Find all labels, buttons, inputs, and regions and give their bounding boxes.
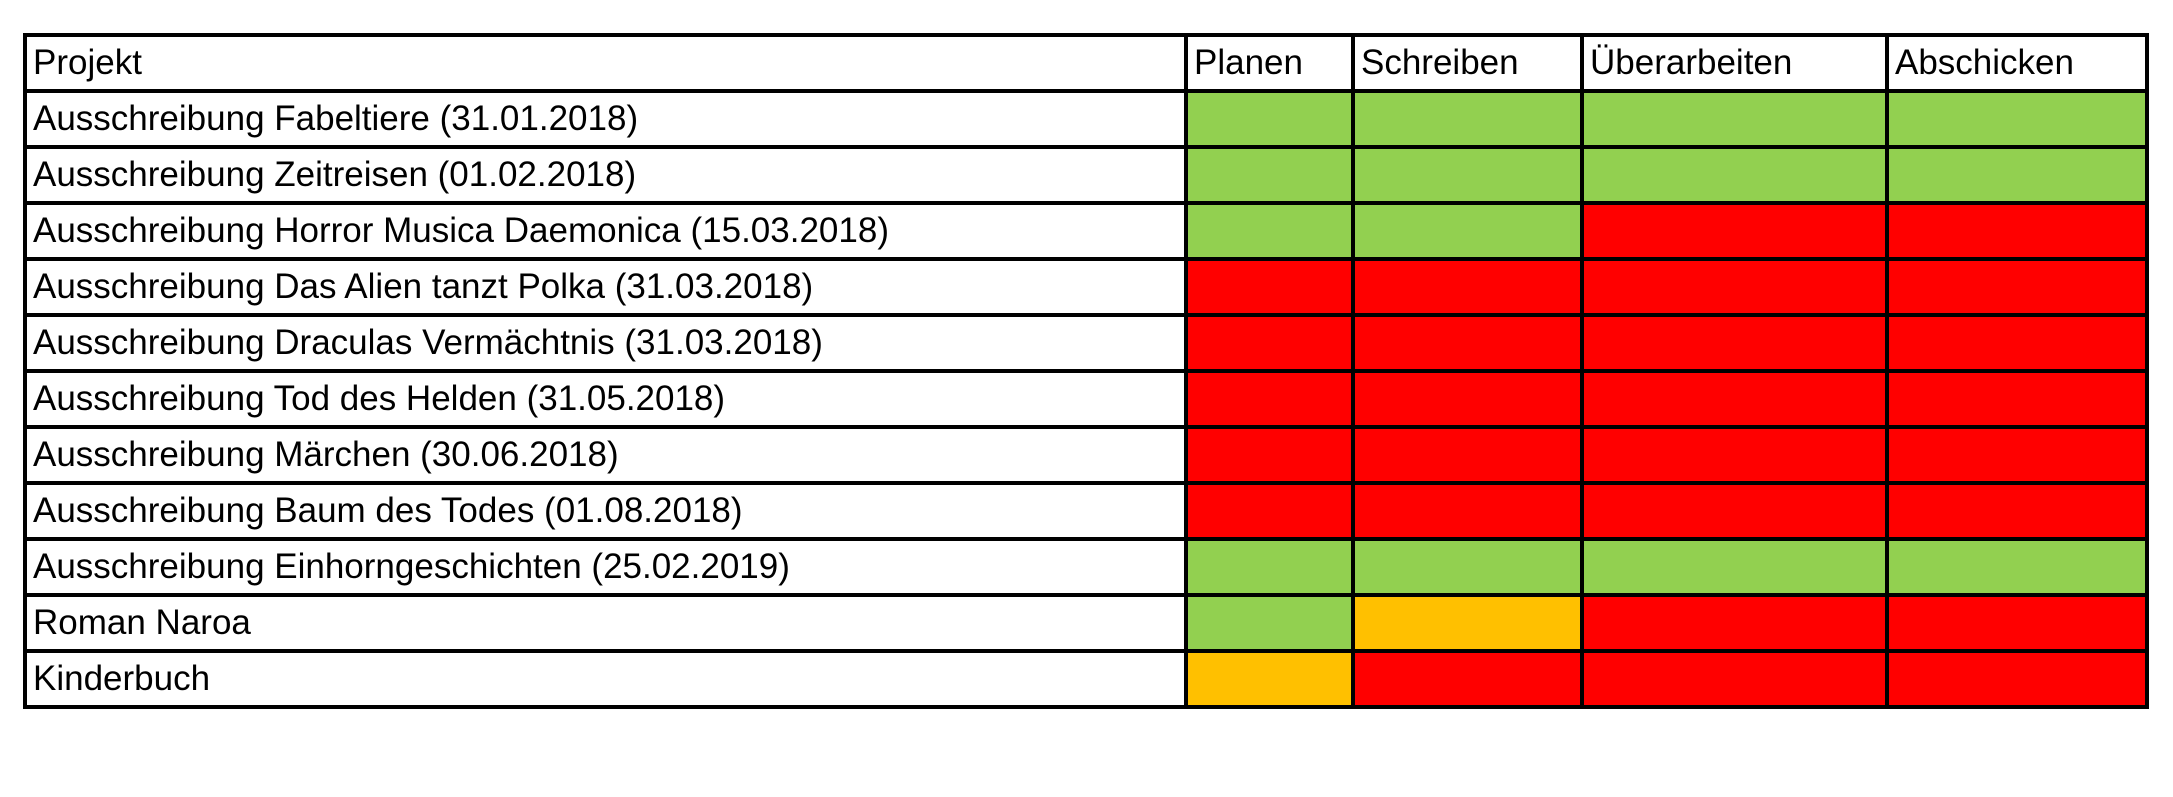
status-cell-green [1351,201,1584,261]
status-cell-green [1351,537,1584,597]
status-cell-red [1184,257,1355,317]
header-planen: Planen [1184,33,1355,93]
project-name: Kinderbuch [23,649,1188,709]
project-name: Ausschreibung Das Alien tanzt Polka (31.… [23,257,1188,317]
project-name: Ausschreibung Fabeltiere (31.01.2018) [23,89,1188,149]
project-name: Ausschreibung Märchen (30.06.2018) [23,425,1188,485]
status-cell-red [1885,201,2149,261]
status-cell-green [1580,537,1889,597]
status-cell-red [1885,425,2149,485]
status-cell-green [1184,593,1355,653]
table-row: Ausschreibung Das Alien tanzt Polka (31.… [23,257,2149,317]
status-cell-red [1885,481,2149,541]
status-cell-green [1184,89,1355,149]
status-cell-red [1580,313,1889,373]
table-row: Ausschreibung Märchen (30.06.2018) [23,425,2149,485]
status-cell-red [1885,313,2149,373]
status-cell-red [1580,201,1889,261]
project-name: Ausschreibung Zeitreisen (01.02.2018) [23,145,1188,205]
project-name: Ausschreibung Tod des Helden (31.05.2018… [23,369,1188,429]
status-cell-red [1580,649,1889,709]
table-row: Ausschreibung Horror Musica Daemonica (1… [23,201,2149,261]
status-cell-green [1885,89,2149,149]
status-cell-red [1885,257,2149,317]
status-cell-red [1351,369,1584,429]
status-cell-red [1580,425,1889,485]
table-row: Ausschreibung Tod des Helden (31.05.2018… [23,369,2149,429]
status-cell-red [1580,369,1889,429]
status-cell-orange [1184,649,1355,709]
status-cell-red [1351,649,1584,709]
status-cell-red [1184,481,1355,541]
status-cell-red [1351,425,1584,485]
project-name: Ausschreibung Baum des Todes (01.08.2018… [23,481,1188,541]
status-cell-green [1184,201,1355,261]
status-cell-red [1184,313,1355,373]
project-name: Ausschreibung Draculas Vermächtnis (31.0… [23,313,1188,373]
header-ueberarbeiten: Überarbeiten [1580,33,1889,93]
status-cell-green [1184,537,1355,597]
header-abschicken: Abschicken [1885,33,2149,93]
table-row: Kinderbuch [23,649,2149,709]
status-cell-green [1580,89,1889,149]
status-cell-red [1580,593,1889,653]
header-schreiben: Schreiben [1351,33,1584,93]
table-row: Ausschreibung Fabeltiere (31.01.2018) [23,89,2149,149]
status-cell-red [1184,369,1355,429]
table-row: Ausschreibung Zeitreisen (01.02.2018) [23,145,2149,205]
status-cell-red [1351,257,1584,317]
status-cell-red [1351,313,1584,373]
status-cell-green [1885,537,2149,597]
project-name: Roman Naroa [23,593,1188,653]
status-cell-green [1184,145,1355,205]
table-row: Ausschreibung Baum des Todes (01.08.2018… [23,481,2149,541]
status-cell-red [1184,425,1355,485]
table-row: Roman Naroa [23,593,2149,653]
status-cell-green [1580,145,1889,205]
status-cell-red [1885,369,2149,429]
project-status-table: Projekt Planen Schreiben Überarbeiten Ab… [23,33,2149,709]
status-cell-red [1885,593,2149,653]
table-row: Ausschreibung Einhorngeschichten (25.02.… [23,537,2149,597]
status-cell-red [1885,649,2149,709]
status-cell-green [1351,89,1584,149]
status-cell-green [1351,145,1584,205]
status-cell-red [1351,481,1584,541]
status-cell-orange [1351,593,1584,653]
header-row: Projekt Planen Schreiben Überarbeiten Ab… [23,33,2149,93]
project-name: Ausschreibung Einhorngeschichten (25.02.… [23,537,1188,597]
project-name: Ausschreibung Horror Musica Daemonica (1… [23,201,1188,261]
status-cell-red [1580,257,1889,317]
status-cell-red [1580,481,1889,541]
header-project: Projekt [23,33,1188,93]
table-row: Ausschreibung Draculas Vermächtnis (31.0… [23,313,2149,373]
status-cell-green [1885,145,2149,205]
